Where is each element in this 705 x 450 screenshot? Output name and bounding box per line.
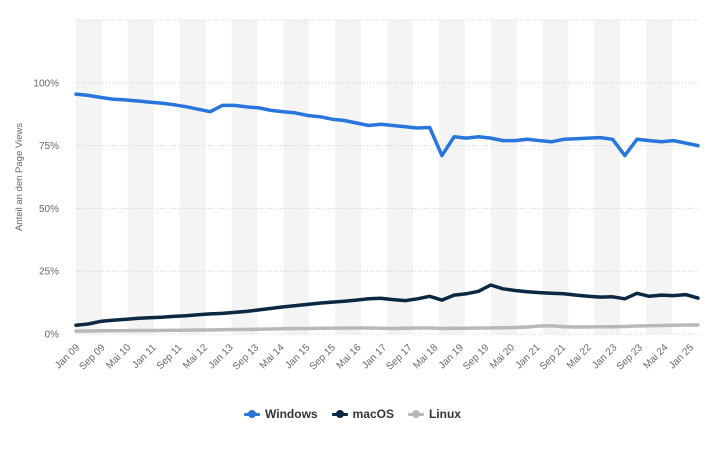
background-band <box>594 20 621 334</box>
x-tick-label: Mai 22 <box>565 342 594 371</box>
x-tick-label: Mai 10 <box>104 342 133 371</box>
legend-marker-icon <box>331 409 348 419</box>
x-tick-label: Sep 21 <box>538 342 568 372</box>
x-tick-label: Sep 13 <box>231 342 261 372</box>
legend-label: Windows <box>265 407 318 421</box>
y-tick-label: 25% <box>39 267 59 278</box>
series-line-macos <box>74 283 700 327</box>
x-tick-label: Jan 25 <box>667 342 696 371</box>
background-band <box>231 20 258 334</box>
x-tick-label: Jan 15 <box>283 342 312 371</box>
legend-item-linux[interactable]: Linux <box>407 407 461 421</box>
x-tick-label: Sep 23 <box>615 342 645 372</box>
x-tick-label: Jan 11 <box>130 342 159 371</box>
background-band <box>438 20 465 334</box>
x-tick-label: Jan 19 <box>437 342 466 371</box>
y-axis-title: Anteil an den Page Views <box>14 123 25 231</box>
legend-item-windows[interactable]: Windows <box>244 407 318 421</box>
background-band <box>542 20 569 334</box>
x-tick-label: Jan 17 <box>360 342 389 371</box>
x-tick-label: Mai 14 <box>258 342 287 371</box>
x-tick-label: Jan 09 <box>53 342 82 371</box>
x-tick-label: Mai 18 <box>411 342 440 371</box>
background-band <box>646 20 673 334</box>
x-tick-label: Mai 24 <box>642 342 671 371</box>
legend-marker-icon <box>244 409 261 419</box>
x-tick-label: Jan 21 <box>514 342 543 371</box>
background-band <box>335 20 362 334</box>
series-line-windows <box>74 92 700 158</box>
x-tick-label: Jan 23 <box>590 342 619 371</box>
background-bands <box>76 20 673 334</box>
background-band <box>76 20 102 334</box>
y-tick-label: 50% <box>39 204 59 215</box>
x-tick-label: Mai 16 <box>335 342 364 371</box>
background-band <box>387 20 413 334</box>
x-tick-label: Sep 17 <box>385 342 415 372</box>
background-band <box>490 20 517 334</box>
x-tick-label: Jan 13 <box>207 342 236 371</box>
background-band <box>179 20 206 334</box>
chart-legend: Windows macOS Linux <box>0 404 705 424</box>
legend-item-macos[interactable]: macOS <box>331 407 394 421</box>
background-band <box>283 20 310 334</box>
series-lines <box>74 92 700 333</box>
x-tick-label: Sep 09 <box>78 342 108 372</box>
legend-label: Linux <box>428 407 461 421</box>
y-tick-label: 0% <box>45 330 60 341</box>
y-tick-label: 100% <box>33 78 59 89</box>
series-line-linux <box>74 323 700 333</box>
y-tick-label: 75% <box>39 141 59 152</box>
x-tick-label: Sep 11 <box>155 342 185 372</box>
legend-label: macOS <box>352 407 394 421</box>
x-tick-label: Mai 20 <box>488 342 517 371</box>
x-tick-label: Sep 19 <box>461 342 491 372</box>
legend-marker-icon <box>407 409 424 419</box>
y-axis-tick-labels: 0% 25% 50% 75% 100% <box>33 78 59 340</box>
x-tick-label: Sep 15 <box>308 342 338 372</box>
background-band <box>127 20 154 334</box>
x-tick-label: Mai 12 <box>181 342 210 371</box>
